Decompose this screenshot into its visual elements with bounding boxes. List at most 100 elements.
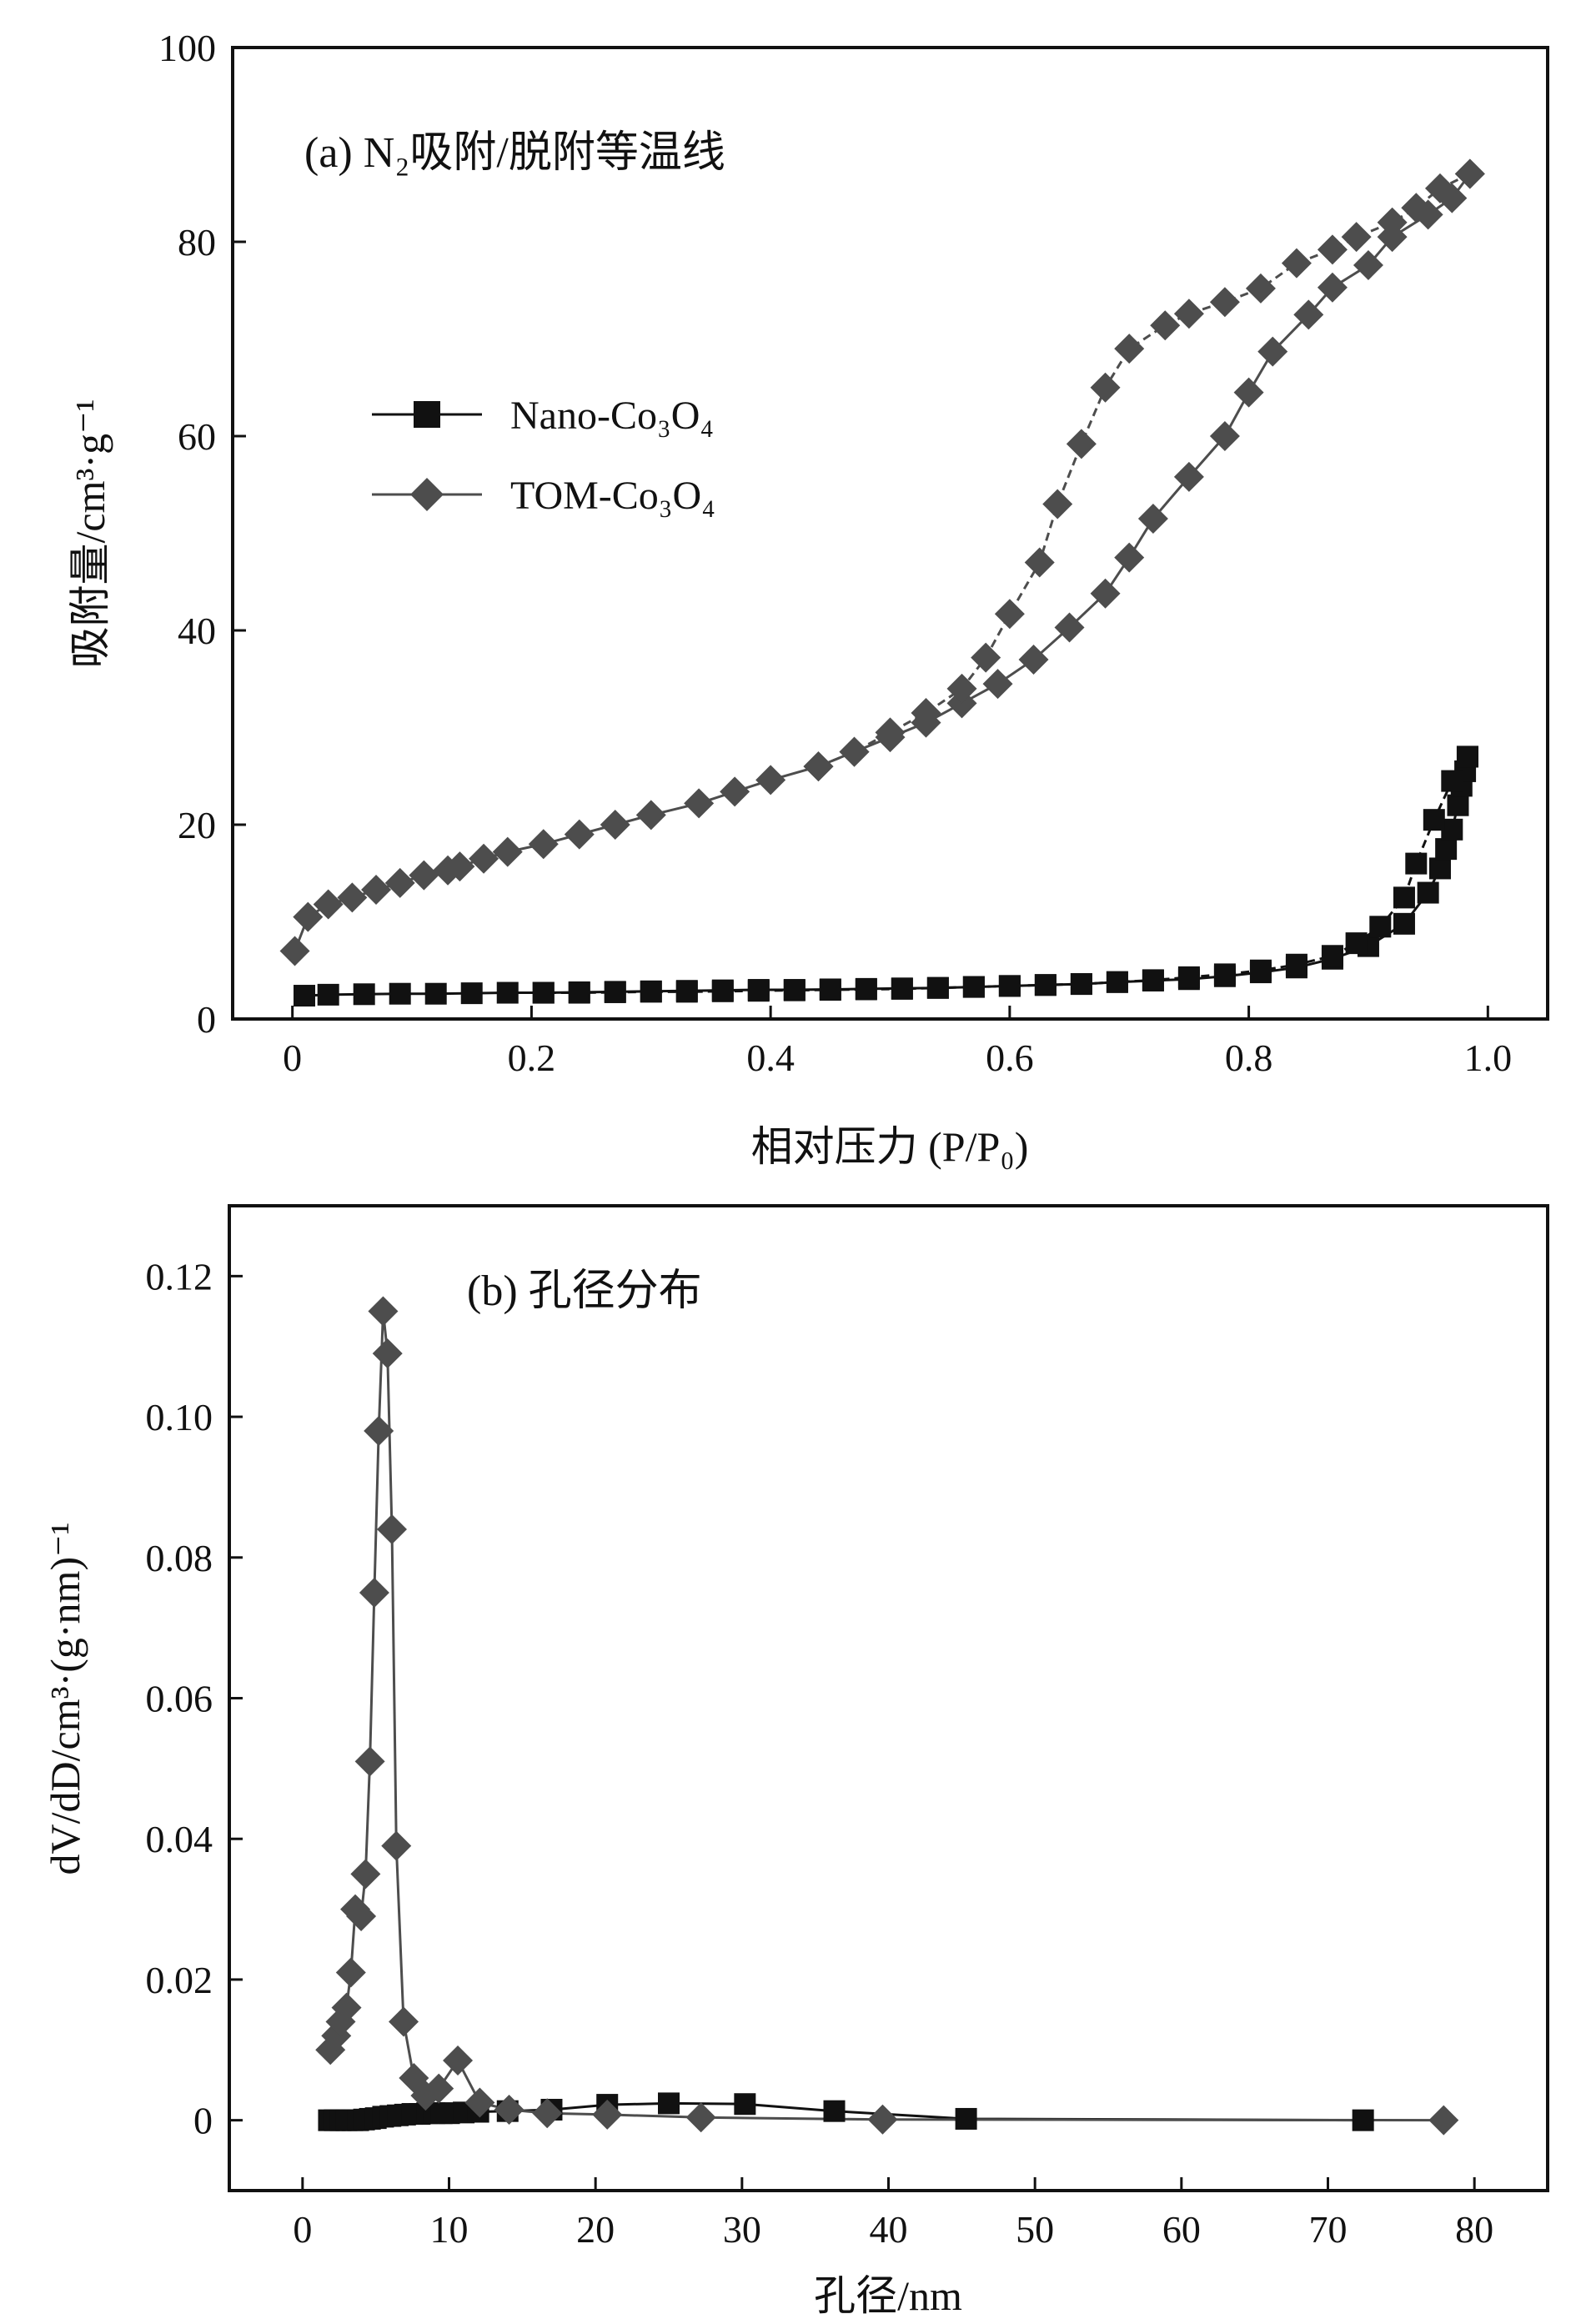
tom-adsorption-point [1233,377,1264,408]
panel-b-x-tick-label: 80 [1455,2208,1493,2251]
tom-desorption-point [1150,310,1181,341]
tom-psd-point [331,1992,362,2023]
panel-b-x-tick-label: 30 [723,2208,761,2251]
nano-desorption-point [1213,963,1236,986]
tom-desorption-point [1066,429,1097,459]
tom-psd-point [368,1296,399,1327]
panel-b-x-tick-label: 60 [1162,2208,1201,2251]
tom-adsorption-point [279,936,310,966]
legend-label-nano: Nano-Co₃O₄ [510,394,714,438]
panel-b-x-tick-label: 70 [1309,2208,1348,2251]
tom-psd-point [372,1338,403,1369]
tom-desorption-point [1209,287,1240,318]
tom-psd-point [1428,2105,1459,2136]
tom-desorption-point [1245,273,1276,304]
nano-adsorption-point [460,982,483,1005]
legend-label-tom: TOM-Co₃O₄ [510,474,715,518]
nano-desorption-point [1070,973,1092,996]
tom-psd-point [685,2102,716,2133]
tom-desorption-point [1341,222,1372,253]
tom-psd-point [335,1957,366,1988]
panel-b-y-label: dV/dD/cm³·(g·nm)⁻¹ [42,1523,88,1875]
panel-a-x-tick-label: 0.4 [746,1037,795,1079]
tom-psd-point [443,2045,474,2076]
tom-psd-point [354,1746,385,1777]
panel-a-marks [279,158,1485,1007]
panel-b-y-tick-label: 0 [193,2100,213,2142]
tom-adsorption-point [1173,461,1204,492]
nano-adsorption-point [1447,794,1469,816]
tom-desorption-point [1424,173,1455,203]
tom-psd-point [399,2063,429,2094]
tom-adsorption-point [492,836,523,867]
tom-adsorption-point [684,788,715,819]
tom-psd-point [464,2087,495,2118]
panel-a-y-tick-label: 80 [178,221,216,264]
panel-a-frame [231,46,1549,1021]
tom-psd-point [592,2099,623,2130]
nano-desorption-point [783,979,806,1001]
nano-psd-point [658,2092,680,2115]
nano-desorption-point [1369,916,1392,938]
nano-desorption-point [1106,971,1128,993]
nano-desorption-point [1321,945,1343,967]
nano-desorption-point [604,981,626,1003]
nano-desorption-point [926,976,949,999]
nano-desorption-point [998,975,1021,997]
nano-adsorption-point [353,983,375,1006]
panel-b-ticks: 0 10 20 30 40 50 60 70 80 0 0.02 0.04 0.06 0.08 0.10 0.… [146,1255,1494,2251]
panel-b-y-tick-label: 0.06 [146,1678,213,1720]
tom-desorption-point [971,642,1001,673]
nano-adsorption-point [496,981,519,1004]
tom-adsorption-point [564,819,595,850]
tom-adsorption-point [1114,542,1145,573]
nano-desorption-point [1249,959,1272,981]
panel-b-x-tick-label: 50 [1016,2208,1054,2251]
panel-a-x-tick-label: 1.0 [1464,1037,1513,1079]
nano-adsorption-point [317,983,339,1006]
nano-adsorption-point [424,982,447,1005]
tom-desorption-point [1281,248,1312,279]
tom-desorption-point [1401,193,1432,223]
nano-desorption-point [855,978,877,1001]
tom-psd-point [376,1514,407,1545]
tom-adsorption-point [1018,644,1049,675]
nano-desorption-point [1393,886,1415,909]
tom-adsorption-point [293,901,324,932]
panel-a-y-label: 吸附量/cm³·g⁻¹ [67,399,113,669]
nano-desorption-point [819,979,841,1001]
nano-adsorption-point [1393,912,1415,935]
nano-adsorption-point [294,985,316,1007]
tom-adsorption-point [1293,299,1324,330]
tom-desorption-point [1114,334,1145,364]
nano-desorption-point [747,980,770,1002]
panel-a-y-tick-label: 20 [178,804,216,846]
nano-desorption-point [532,981,555,1004]
nano-desorption-point [711,980,734,1002]
panel-b-marks [315,1296,1459,2136]
panel-a-x-tick-label: 0 [283,1037,302,1079]
tom-desorption-point [1317,234,1348,265]
nano-psd-point [955,2107,977,2130]
legend-marker-diamond [410,478,444,511]
panel-b-y-tick-label: 0.10 [146,1396,213,1438]
tom-adsorption-point [1353,249,1383,280]
tom-adsorption-point [600,810,630,840]
nano-adsorption-point [1417,881,1439,904]
nano-psd-point [823,2100,846,2122]
nano-psd-point [1352,2109,1374,2131]
tom-desorption-point [1090,372,1121,403]
panel-b-y-tick-label: 0.02 [146,1959,213,2001]
tom-psd-point [532,2098,563,2129]
panel-a-ticks: 0 0.2 0.4 0.6 0.8 1.0 0 20 40 60 80 100 [158,27,1512,1079]
tom-psd-point [350,1859,381,1890]
legend-marker-square [414,401,440,428]
nano-adsorption-point [1435,838,1458,861]
panel-a-isotherm: 0 0.2 0.4 0.6 0.8 1.0 0 20 40 60 80 100 (a) N₂吸附/脱附… [67,27,1549,1170]
tom-adsorption-point [337,882,368,913]
tom-adsorption-point [720,776,750,807]
tom-psd-point [494,2094,524,2125]
tom-psd-point [346,1901,377,1932]
